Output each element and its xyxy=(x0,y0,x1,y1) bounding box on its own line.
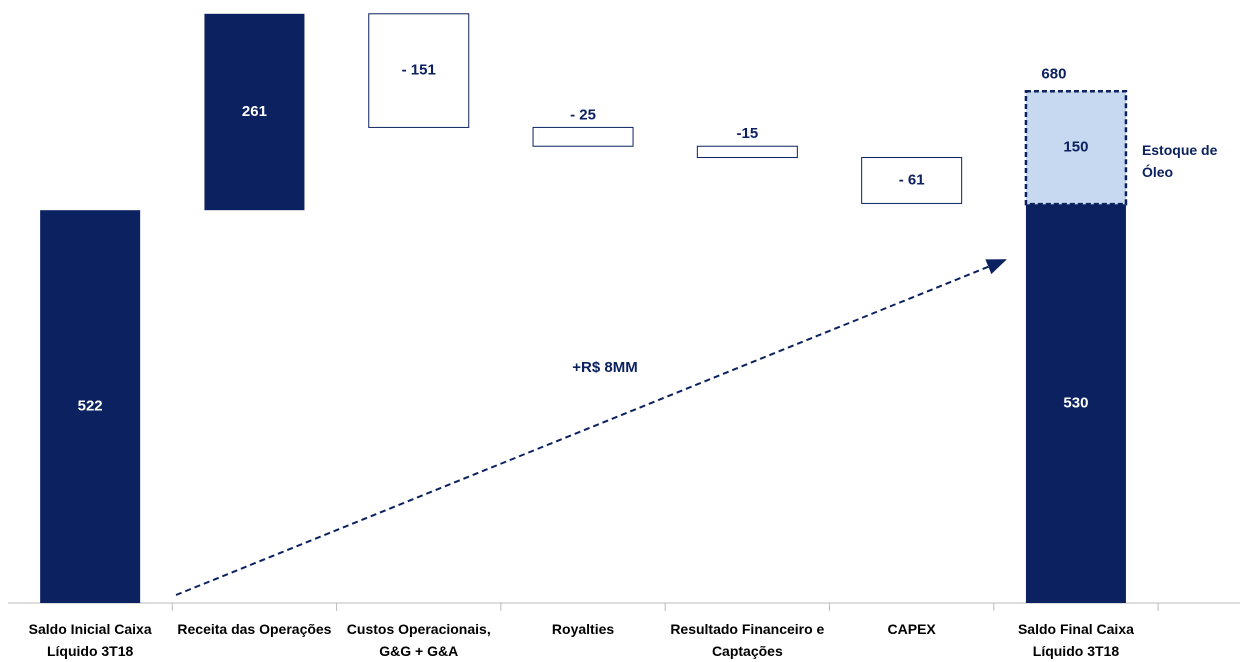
x-tick-label: Receita das Operações xyxy=(177,621,332,637)
total-label: 680 xyxy=(1041,65,1066,82)
stock-label: 150 xyxy=(1063,139,1088,156)
x-tick-label: Resultado Financeiro e Captações xyxy=(670,621,825,659)
value-label: - 25 xyxy=(570,106,596,123)
x-tick-label: CAPEX xyxy=(887,621,936,637)
value-label: 522 xyxy=(78,398,103,415)
bar xyxy=(532,126,634,147)
bar xyxy=(40,210,141,603)
value-label: -15 xyxy=(737,125,759,142)
x-tick-label: Royalties xyxy=(551,621,615,637)
x-tick-label: Saldo Final Caixa Líquido 3T18 xyxy=(1017,621,1134,659)
value-label: 530 xyxy=(1063,395,1088,412)
bar xyxy=(1025,204,1126,604)
x-tick-label: Saldo Inicial Caixa Líquido 3T18 xyxy=(28,621,152,659)
annotation: +R$ 8MM xyxy=(572,359,637,376)
trend-arrow xyxy=(175,259,1007,596)
x-tick-label: Custos Operacionais, G&G + G&A xyxy=(346,621,491,659)
bar xyxy=(368,13,470,128)
bar xyxy=(696,145,798,159)
bar xyxy=(204,13,305,211)
value-label: 261 xyxy=(242,103,267,120)
value-label: - 61 xyxy=(899,171,925,188)
value-label: - 151 xyxy=(402,62,436,79)
stock-name: Estoque de Óleo xyxy=(1141,142,1218,181)
bar xyxy=(861,157,963,204)
stock-bar xyxy=(1024,90,1128,206)
